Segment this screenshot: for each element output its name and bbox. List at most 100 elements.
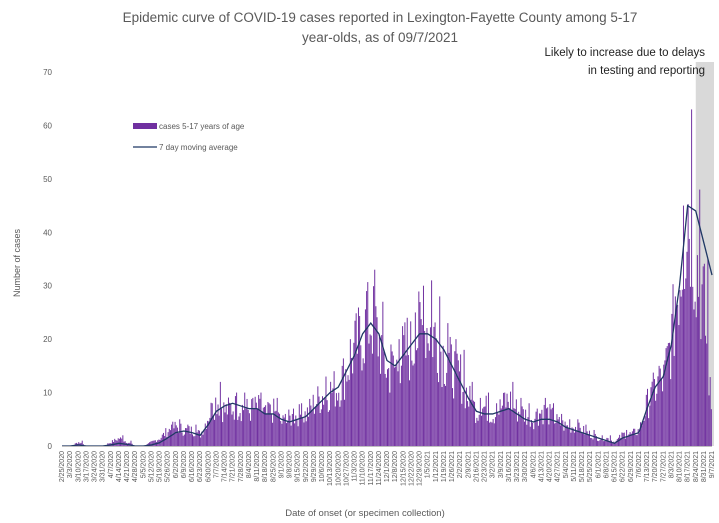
x-tick-label: 9/8/2020 bbox=[287, 451, 294, 478]
case-bar bbox=[262, 407, 264, 446]
case-bar bbox=[273, 398, 275, 446]
case-bars bbox=[74, 109, 712, 447]
case-bar bbox=[107, 443, 109, 446]
case-bar bbox=[296, 419, 298, 446]
x-tick-label: 3/17/2020 bbox=[83, 451, 90, 482]
x-tick-label: 6/15/2021 bbox=[612, 451, 619, 482]
case-bar bbox=[685, 278, 687, 446]
case-bar bbox=[319, 413, 321, 446]
x-tick-label: 2/2/2021 bbox=[457, 451, 464, 478]
case-bar bbox=[250, 420, 252, 446]
case-bar bbox=[425, 358, 427, 446]
x-tick-label: 9/1/2020 bbox=[278, 451, 285, 478]
case-bar bbox=[605, 439, 607, 446]
case-bar bbox=[111, 440, 113, 446]
case-bar bbox=[327, 411, 329, 446]
case-bar bbox=[164, 435, 166, 446]
case-bar bbox=[295, 415, 297, 446]
x-tick-label: 1/5/2021 bbox=[425, 451, 432, 478]
case-bar bbox=[440, 351, 442, 446]
case-bar bbox=[258, 395, 260, 446]
case-bar bbox=[289, 415, 291, 446]
case-bar bbox=[621, 432, 623, 446]
case-bar bbox=[383, 351, 385, 446]
case-bar bbox=[703, 263, 705, 446]
case-bar bbox=[599, 440, 601, 446]
case-bar bbox=[215, 397, 217, 446]
x-tick-label: 7/6/2021 bbox=[636, 451, 643, 478]
case-bar bbox=[275, 410, 277, 446]
case-bar bbox=[279, 413, 281, 446]
case-bar bbox=[584, 434, 586, 446]
case-bar bbox=[481, 415, 483, 446]
case-bar bbox=[532, 422, 534, 446]
case-bar bbox=[335, 393, 337, 446]
case-bar bbox=[259, 398, 261, 446]
case-bar bbox=[368, 343, 370, 446]
case-bar bbox=[118, 438, 120, 446]
case-bar bbox=[305, 421, 307, 446]
case-bar bbox=[207, 420, 209, 446]
legend: cases 5-17 years of age 7 day moving ave… bbox=[133, 122, 245, 152]
case-bar bbox=[355, 313, 357, 446]
x-tick-label: 1/12/2021 bbox=[433, 451, 440, 482]
x-tick-label: 12/29/2020 bbox=[417, 451, 424, 486]
x-tick-label: 5/26/2020 bbox=[165, 451, 172, 482]
case-bar bbox=[247, 409, 249, 446]
case-bar bbox=[367, 282, 369, 446]
case-bar bbox=[340, 400, 342, 446]
case-bar bbox=[543, 404, 545, 446]
case-bar bbox=[629, 432, 631, 446]
case-bar bbox=[390, 344, 392, 446]
case-bar bbox=[594, 433, 596, 446]
case-bar bbox=[381, 335, 383, 446]
case-bar bbox=[517, 421, 518, 446]
case-bar bbox=[689, 286, 691, 446]
x-tick-label: 7/20/2021 bbox=[652, 451, 659, 482]
case-bar bbox=[439, 296, 441, 446]
case-bar bbox=[198, 430, 200, 446]
x-tick-label: 8/18/2020 bbox=[262, 451, 269, 482]
case-bar bbox=[397, 371, 399, 446]
case-bar bbox=[433, 326, 435, 446]
case-bar bbox=[254, 396, 256, 446]
case-bar bbox=[492, 419, 494, 446]
x-tick-label: 4/28/2020 bbox=[132, 451, 139, 482]
case-bar bbox=[162, 432, 164, 446]
case-bar bbox=[178, 432, 180, 446]
case-bar bbox=[539, 413, 541, 446]
case-bar bbox=[595, 436, 597, 446]
case-bar bbox=[570, 432, 572, 446]
case-bar bbox=[396, 359, 398, 446]
case-bar bbox=[659, 368, 661, 446]
case-bar bbox=[376, 317, 378, 446]
case-bar bbox=[370, 335, 372, 446]
case-bar bbox=[544, 397, 546, 446]
case-bar bbox=[497, 412, 499, 446]
case-bar bbox=[384, 373, 386, 446]
case-bar bbox=[519, 414, 521, 446]
moving-average-line bbox=[62, 204, 713, 447]
case-bar bbox=[204, 423, 206, 446]
x-tick-label: 4/7/2020 bbox=[108, 451, 115, 478]
case-bar bbox=[339, 406, 341, 446]
case-bar bbox=[404, 322, 406, 446]
case-bar bbox=[559, 425, 561, 446]
case-bar bbox=[276, 397, 278, 446]
case-bar bbox=[702, 266, 704, 446]
x-tick-label: 9/29/2020 bbox=[311, 451, 318, 482]
case-bar bbox=[200, 437, 202, 446]
case-bar bbox=[680, 296, 682, 446]
case-bar bbox=[317, 386, 319, 446]
case-bar bbox=[550, 409, 552, 446]
case-bar bbox=[326, 400, 328, 446]
case-bar bbox=[614, 443, 616, 446]
case-bar bbox=[183, 434, 185, 446]
case-bar bbox=[474, 401, 476, 446]
legend-bar-label: cases 5-17 years of age bbox=[159, 122, 245, 131]
case-bar bbox=[237, 419, 239, 446]
case-bar bbox=[526, 424, 528, 446]
case-bar bbox=[707, 259, 709, 446]
case-bar bbox=[161, 434, 163, 446]
case-bar bbox=[506, 393, 508, 446]
